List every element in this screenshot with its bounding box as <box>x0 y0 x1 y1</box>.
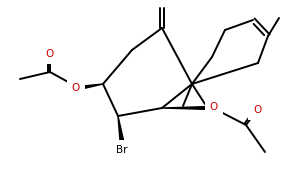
Text: O: O <box>72 83 80 93</box>
Text: O: O <box>46 49 54 59</box>
Text: O: O <box>253 105 261 115</box>
Polygon shape <box>79 84 103 90</box>
Polygon shape <box>118 116 124 142</box>
Text: Br: Br <box>116 145 128 155</box>
Text: O: O <box>210 102 218 112</box>
Polygon shape <box>162 106 213 110</box>
